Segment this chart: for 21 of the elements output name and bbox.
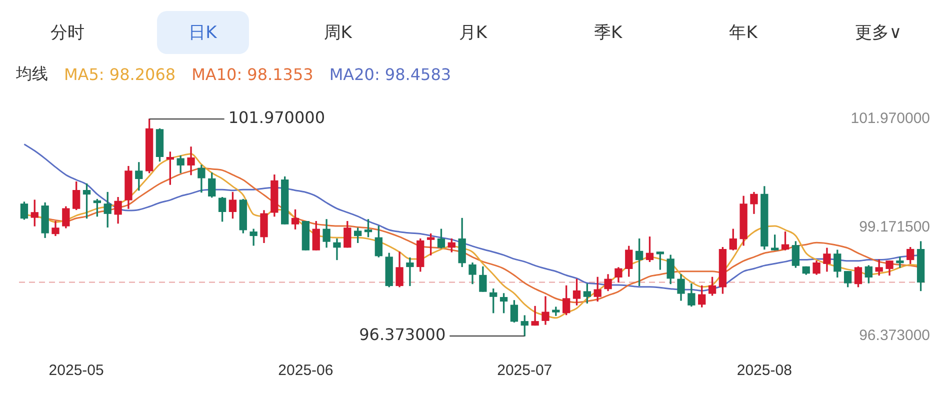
y-tick-label: 96.373000 xyxy=(859,327,930,344)
x-tick-label: 2025-05 xyxy=(48,362,104,380)
text: MA20: 98.4583 xyxy=(329,65,452,84)
x-tick-label: 2025-07 xyxy=(497,362,552,380)
text: 月K xyxy=(458,22,488,44)
x-tick-label: 2025-08 xyxy=(736,362,792,380)
text: 日K xyxy=(156,10,249,54)
text: 季K xyxy=(593,22,624,44)
text: 分时 xyxy=(50,22,86,44)
y-tick-label: 99.171500 xyxy=(859,218,930,236)
text: 周K xyxy=(322,22,353,44)
y-tick-label: 101.970000 xyxy=(850,110,930,128)
candlestick xyxy=(302,221,310,250)
text: MA5: 98.2068 xyxy=(64,65,176,84)
text: 更多∨ xyxy=(854,22,903,44)
legend-title: 均线 xyxy=(16,64,48,85)
text: MA10: 98.1353 xyxy=(192,65,314,84)
text: 年K xyxy=(728,22,758,44)
annotation: 101.970000 xyxy=(228,108,326,128)
x-tick-label: 2025-06 xyxy=(278,362,334,380)
annotation: 96.373000 xyxy=(359,325,446,344)
